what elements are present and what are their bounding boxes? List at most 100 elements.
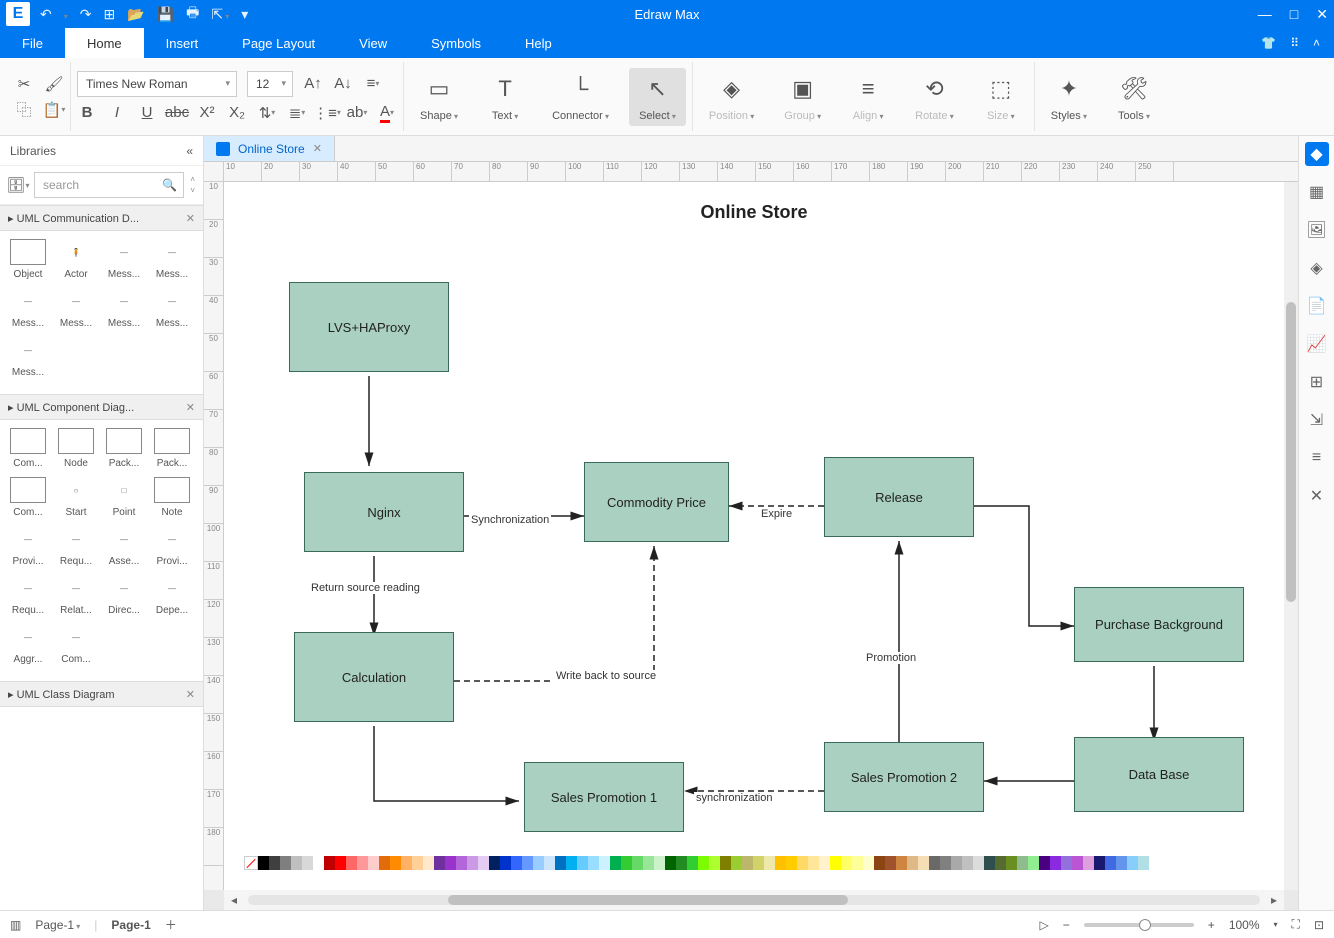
close-category-icon[interactable]: ✕ — [186, 401, 195, 414]
lib-down-icon[interactable]: ˅ — [190, 186, 195, 195]
subscript-icon[interactable]: X₂ — [227, 103, 247, 123]
superscript-icon[interactable]: X² — [197, 103, 217, 123]
library-shape[interactable]: ○Start — [52, 477, 100, 518]
text-button[interactable]: TText — [478, 68, 532, 126]
shrink-font-icon[interactable]: A↓ — [333, 74, 353, 94]
font-family-select[interactable]: Times New Roman — [77, 71, 237, 97]
library-shape[interactable]: —Mess... — [52, 288, 100, 329]
color-swatch[interactable] — [687, 856, 698, 870]
color-swatch[interactable] — [643, 856, 654, 870]
library-shape[interactable]: —Provi... — [4, 526, 52, 567]
library-shape[interactable]: Pack... — [148, 428, 196, 469]
format-painter-icon[interactable]: 🖌 — [44, 74, 64, 94]
linespacing-icon[interactable]: ≣ — [287, 103, 307, 123]
connector-button[interactable]: └Connector — [542, 68, 619, 126]
library-shape[interactable]: Note — [148, 477, 196, 518]
color-swatch[interactable] — [610, 856, 621, 870]
library-shape[interactable]: —Mess... — [148, 288, 196, 329]
zoom-in-button[interactable]: + — [1208, 918, 1215, 932]
undo-dropdown[interactable] — [64, 6, 68, 22]
library-shape[interactable]: —Mess... — [4, 288, 52, 329]
color-swatch[interactable] — [1094, 856, 1105, 870]
color-swatch[interactable] — [511, 856, 522, 870]
table-tool-icon[interactable]: ⊞ — [1305, 370, 1329, 394]
document-tab[interactable]: Online Store ✕ — [204, 136, 335, 161]
color-swatch[interactable] — [478, 856, 489, 870]
library-search-input[interactable]: search🔍 — [34, 172, 184, 198]
color-swatch[interactable] — [1006, 856, 1017, 870]
color-swatch[interactable] — [368, 856, 379, 870]
scroll-right-icon[interactable]: ▸ — [1264, 893, 1284, 907]
new-icon[interactable]: ⊞ — [103, 6, 115, 23]
color-swatch[interactable] — [379, 856, 390, 870]
close-button[interactable]: ✕ — [1316, 6, 1328, 23]
library-shape[interactable]: —Asse... — [100, 526, 148, 567]
menu-view[interactable]: View — [337, 28, 409, 58]
library-category[interactable]: ▸ UML Communication D...✕ — [0, 205, 203, 231]
no-color-swatch[interactable] — [244, 856, 258, 870]
color-swatch[interactable] — [841, 856, 852, 870]
menu-page-layout[interactable]: Page Layout — [220, 28, 337, 58]
color-swatch[interactable] — [896, 856, 907, 870]
library-shape[interactable]: □Point — [100, 477, 148, 518]
maximize-button[interactable]: □ — [1290, 6, 1298, 23]
color-swatch[interactable] — [489, 856, 500, 870]
menu-symbols[interactable]: Symbols — [409, 28, 503, 58]
collapse-ribbon-icon[interactable]: ˄ — [1313, 36, 1320, 50]
menu-file[interactable]: File — [0, 28, 65, 58]
color-swatch[interactable] — [918, 856, 929, 870]
library-shape[interactable]: —Aggr... — [4, 624, 52, 665]
save-icon[interactable]: 💾 — [157, 6, 174, 23]
library-shape[interactable]: —Provi... — [148, 526, 196, 567]
library-shape[interactable]: Node — [52, 428, 100, 469]
tshirt-icon[interactable]: 👕 — [1261, 36, 1276, 50]
color-swatch[interactable] — [698, 856, 709, 870]
presentation-icon[interactable]: ▷ — [1040, 918, 1049, 932]
color-swatch[interactable] — [577, 856, 588, 870]
shape-button[interactable]: ▭Shape — [410, 68, 468, 126]
color-swatch[interactable] — [753, 856, 764, 870]
layers-tool-icon[interactable]: ◈ — [1305, 256, 1329, 280]
diagram-node-release[interactable]: Release — [824, 457, 974, 537]
color-swatch[interactable] — [588, 856, 599, 870]
color-swatch[interactable] — [302, 856, 313, 870]
italic-icon[interactable]: I — [107, 103, 127, 123]
diagram-node-calc[interactable]: Calculation — [294, 632, 454, 722]
color-swatch[interactable] — [786, 856, 797, 870]
color-swatch[interactable] — [863, 856, 874, 870]
print-icon[interactable]: 🖶 — [186, 2, 199, 26]
color-swatch[interactable] — [533, 856, 544, 870]
image-tool-icon[interactable]: 🖼 — [1305, 218, 1329, 242]
horizontal-scrollbar[interactable] — [248, 895, 1260, 905]
color-swatch[interactable] — [951, 856, 962, 870]
zoom-out-button[interactable]: − — [1063, 918, 1070, 932]
color-swatch[interactable] — [1072, 856, 1083, 870]
color-swatch[interactable] — [291, 856, 302, 870]
diagram-node-lvs[interactable]: LVS+HAProxy — [289, 282, 449, 372]
zoom-slider[interactable] — [1084, 923, 1194, 927]
color-swatch[interactable] — [632, 856, 643, 870]
color-swatch[interactable] — [324, 856, 335, 870]
color-palette[interactable] — [244, 856, 1270, 870]
spacing-icon[interactable]: ⇅ — [257, 103, 277, 123]
color-swatch[interactable] — [258, 856, 269, 870]
color-swatch[interactable] — [467, 856, 478, 870]
color-swatch[interactable] — [764, 856, 775, 870]
library-shape[interactable]: —Requ... — [52, 526, 100, 567]
color-swatch[interactable] — [412, 856, 423, 870]
qat-more-icon[interactable]: ▾ — [241, 6, 248, 23]
color-swatch[interactable] — [555, 856, 566, 870]
vertical-scrollbar[interactable] — [1284, 182, 1298, 890]
color-swatch[interactable] — [1017, 856, 1028, 870]
library-shape[interactable]: Com... — [4, 477, 52, 518]
color-swatch[interactable] — [335, 856, 346, 870]
color-swatch[interactable] — [940, 856, 951, 870]
color-swatch[interactable] — [434, 856, 445, 870]
diagram-node-db[interactable]: Data Base — [1074, 737, 1244, 812]
search-icon[interactable]: 🔍 — [162, 178, 177, 192]
color-swatch[interactable] — [995, 856, 1006, 870]
color-swatch[interactable] — [654, 856, 665, 870]
library-shape[interactable]: Pack... — [100, 428, 148, 469]
cut-icon[interactable]: ✂ — [14, 74, 34, 94]
library-category[interactable]: ▸ UML Component Diag...✕ — [0, 394, 203, 420]
